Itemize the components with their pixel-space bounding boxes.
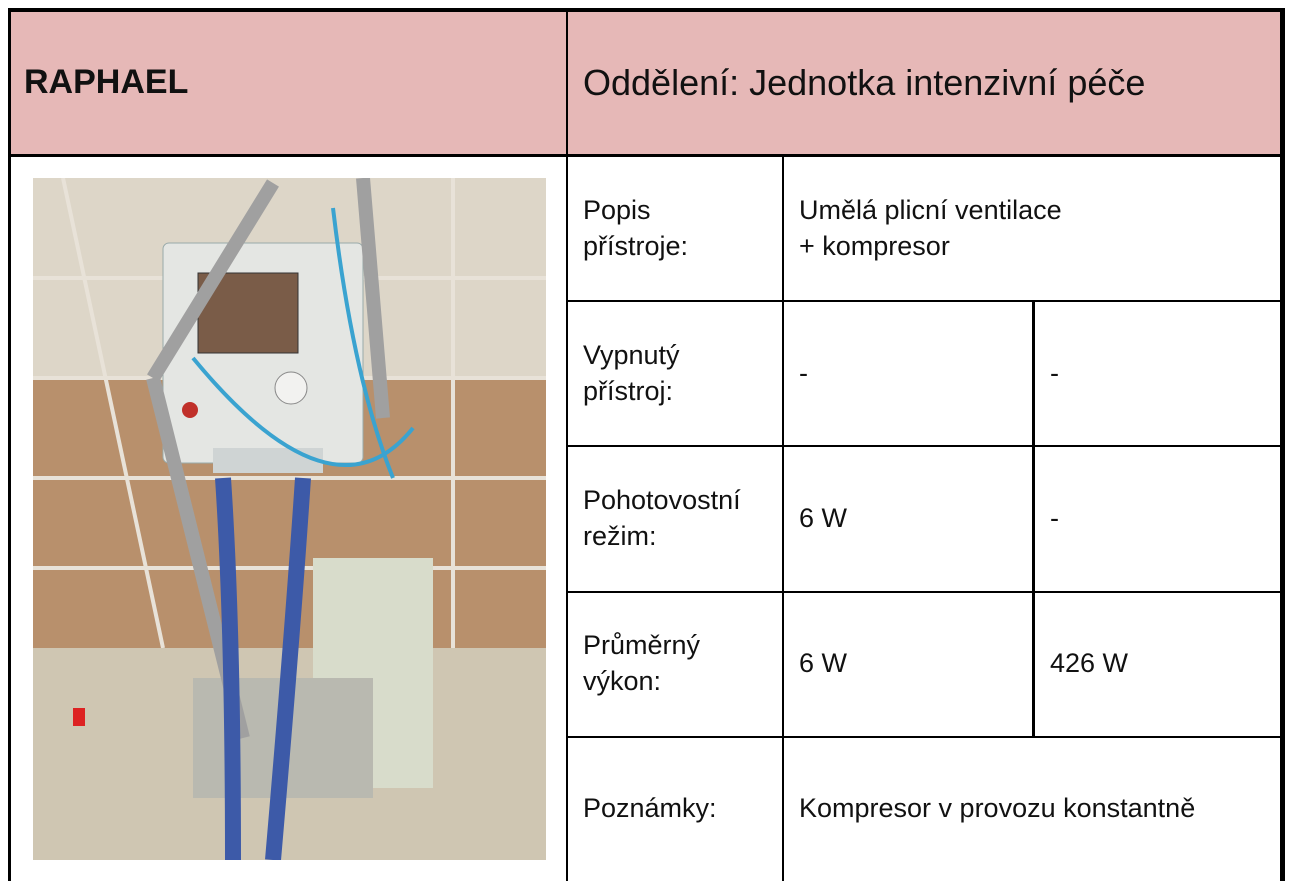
row-label-cell: Vypnutý přístroj:: [568, 300, 782, 445]
row-label: Poznámky:: [583, 793, 717, 824]
value-cell: 6 W: [784, 445, 1033, 590]
row-value: -: [1050, 357, 1059, 388]
border: [1032, 590, 1035, 736]
row-label: Vypnutý přístroj:: [583, 339, 680, 406]
row-value: 426 W: [1050, 648, 1129, 679]
device-name: RAPHAEL: [24, 63, 189, 101]
header-left: RAPHAEL: [10, 10, 567, 155]
department: Oddělení: Jednotka intenzivní péče: [583, 61, 1146, 103]
border: [8, 8, 11, 881]
border: [782, 155, 784, 881]
value-cell: -: [1035, 300, 1280, 445]
border: [567, 735, 1282, 738]
border: [8, 154, 1284, 157]
border: [566, 8, 568, 881]
row-value: Umělá plicní ventilace + kompresor: [799, 194, 1062, 261]
row-value: -: [1050, 502, 1059, 533]
row-label-cell: Průměrný výkon:: [568, 591, 782, 736]
row-label: Popis přístroje:: [583, 194, 689, 261]
device-photo: [33, 178, 546, 860]
value-cell: -: [784, 300, 1033, 445]
value-cell: Kompresor v provozu konstantně: [784, 736, 1280, 881]
value-cell: 6 W: [784, 591, 1033, 736]
value-cell: 426 W: [1035, 591, 1280, 736]
row-value: 6 W: [799, 502, 848, 533]
row-label: Pohotovostní režim:: [583, 484, 741, 551]
row-label-cell: Pohotovostní režim:: [568, 445, 782, 590]
border: [8, 8, 1284, 12]
value-cell: -: [1035, 445, 1280, 590]
row-value: 6 W: [799, 648, 848, 679]
border: [567, 300, 1282, 303]
row-value: Kompresor v provozu konstantně: [799, 793, 1196, 824]
row-value: -: [799, 357, 808, 388]
border: [567, 590, 1282, 593]
border: [1280, 8, 1285, 881]
value-cell: Umělá plicní ventilace + kompresor: [784, 155, 1280, 300]
border: [567, 445, 1282, 448]
row-label: Průměrný výkon:: [583, 630, 701, 697]
row-label-cell: Poznámky:: [568, 736, 782, 881]
row-label-cell: Popis přístroje:: [568, 155, 782, 300]
header-right: Oddělení: Jednotka intenzivní péče: [567, 10, 1282, 155]
border: [1032, 300, 1035, 446]
border: [1032, 445, 1035, 591]
